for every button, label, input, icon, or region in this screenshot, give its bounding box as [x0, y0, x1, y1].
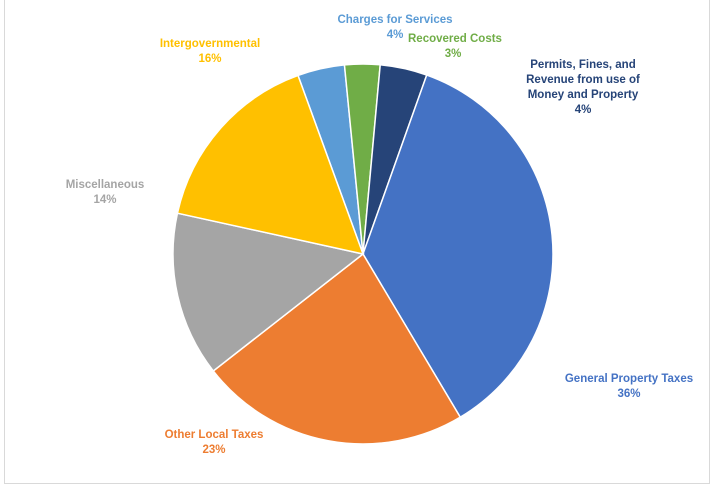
label-percent: 36%	[617, 388, 641, 400]
pie-slice-general-property-taxes	[362, 74, 554, 419]
pie-slices	[172, 63, 554, 445]
label-other-local-taxes: Other Local Taxes 23%	[152, 428, 276, 458]
label-charges-for-services: Charges for Services 4%	[330, 13, 460, 43]
label-percent: 4%	[574, 104, 592, 116]
label-recovered-costs: Recovered Costs 3%	[408, 32, 502, 62]
label-general-property-taxes: General Property Taxes 36%	[555, 372, 703, 402]
label-percent: 16%	[198, 53, 222, 65]
label-text: General Property Taxes	[564, 373, 694, 385]
label-text: Recovered Costs	[408, 33, 502, 45]
pie-slice-other-local-taxes	[212, 252, 462, 445]
label-text: Intergovernmental	[159, 38, 261, 50]
pie-slice-intergovernmental	[176, 74, 365, 256]
label-percent: 14%	[93, 194, 117, 206]
label-permits-fines: Permits, Fines, and Revenue from use of …	[518, 58, 648, 118]
label-text: Permits, Fines, and Revenue from use of …	[526, 59, 640, 101]
label-text: Miscellaneous	[65, 179, 145, 191]
label-text: Other Local Taxes	[164, 429, 264, 441]
label-percent: 23%	[202, 444, 226, 456]
label-percent: 3%	[444, 48, 462, 60]
label-text: Charges for Services	[337, 14, 453, 26]
pie-slice-miscellaneous	[172, 212, 365, 373]
label-intergovernmental: Intergovernmental 16%	[148, 37, 272, 67]
label-percent: 4%	[386, 29, 404, 41]
label-miscellaneous: Miscellaneous 14%	[53, 178, 157, 208]
